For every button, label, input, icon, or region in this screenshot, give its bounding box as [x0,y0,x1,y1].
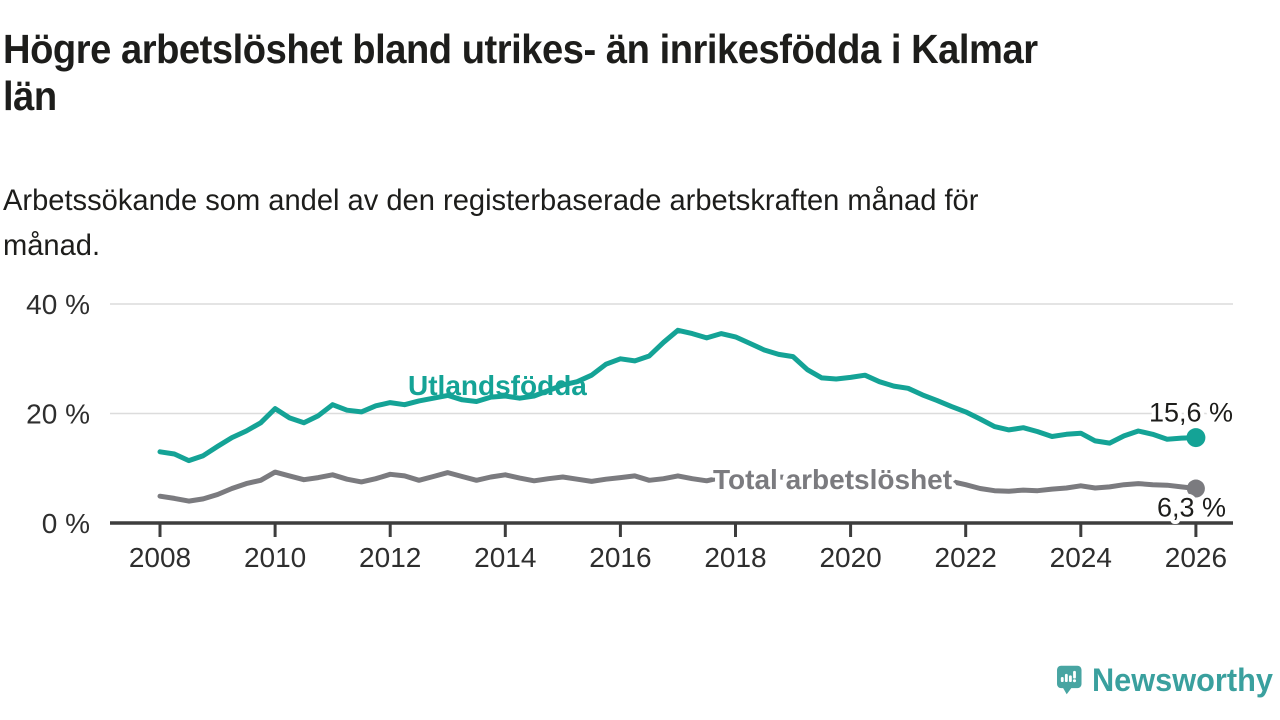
newsworthy-logo-text: Newsworthy [1091,661,1273,698]
x-tick-label: 2026 [1165,542,1227,573]
chart-title-line1: Högre arbetslöshet bland utrikes- än inr… [3,26,1038,72]
chart-subtitle: Arbetssökande som andel av den registerb… [3,178,1225,268]
y-tick-label: 20 % [26,399,90,430]
x-tick-label: 2008 [129,542,191,573]
x-tick-label: 2024 [1050,542,1112,573]
x-axis-labels: 2008 2010 2012 2014 2016 2018 2020 2022 2024 2026 [129,542,1227,573]
newsworthy-logo-icon [1057,665,1082,695]
x-tick-label: 2010 [244,542,306,573]
x-axis-ticks [158,524,1198,537]
newsworthy-logo: Newsworthy [1056,650,1280,710]
x-tick-label: 2020 [819,542,881,573]
x-tick-label: 2016 [589,542,651,573]
x-tick-label: 2022 [935,542,997,573]
chart-title-line2: län [3,73,57,119]
y-tick-label: 0 % [42,508,90,539]
x-tick-label: 2012 [359,542,421,573]
end-dot-utlandsfodda [1186,428,1206,448]
chart-subtitle-line1: Arbetssökande som andel av den registerb… [3,184,979,217]
y-tick-label: 40 % [26,289,90,320]
y-axis-labels: 0 % 20 % 40 % [26,289,90,539]
x-tick-label: 2014 [474,542,536,573]
end-dot-total [1186,479,1205,498]
x-tick-label: 2018 [704,542,766,573]
gridlines [110,303,1233,415]
bar-chart-glyph [1060,670,1077,683]
end-value-label-utlandsfodda: 15,6 % [1149,398,1233,428]
series-label-total-arbetsloshet: Total arbetslöshet [713,464,952,495]
end-value-label-total: 6,3 % [1157,493,1226,523]
chart-subtitle-line2: månad. [3,229,101,262]
series-line-utlandsfodda [157,327,1199,464]
series-line-total [157,469,1199,504]
chart-title: Högre arbetslöshet bland utrikes- än inr… [3,26,1280,120]
